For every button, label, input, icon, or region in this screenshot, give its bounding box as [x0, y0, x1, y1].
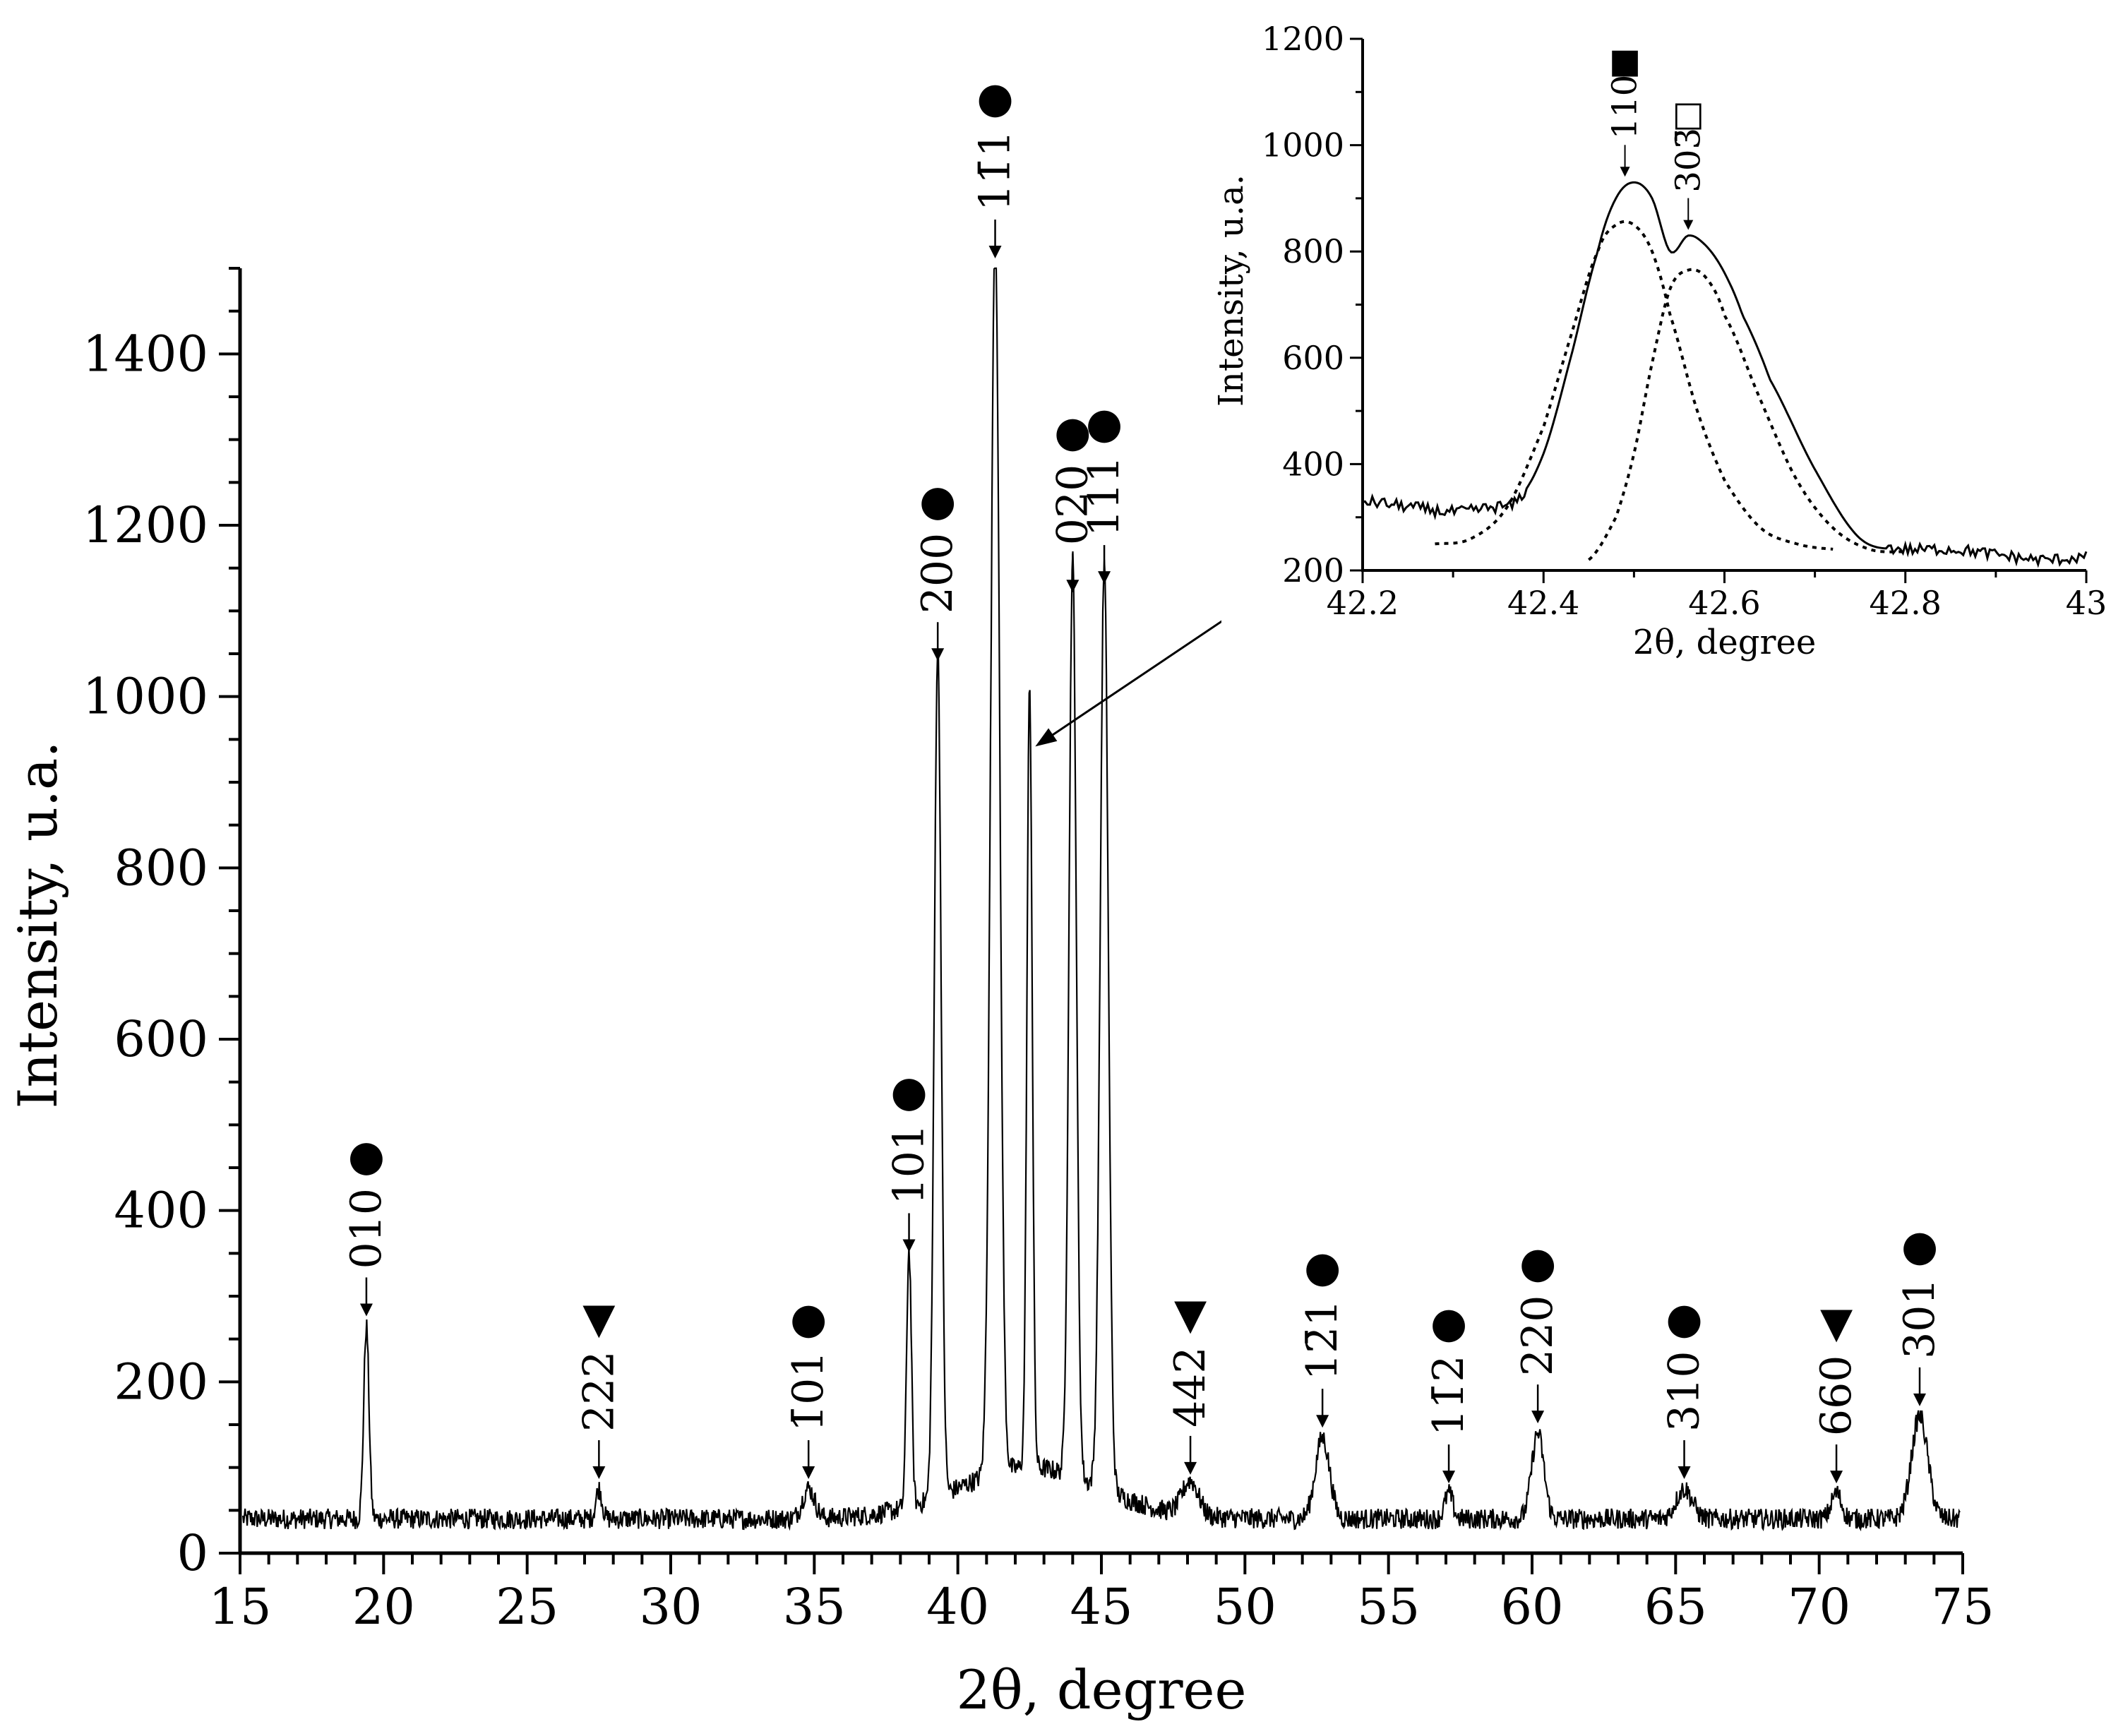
- phase-marker: ▼: [1174, 1290, 1207, 1339]
- phase-marker: ●: [1519, 1238, 1556, 1288]
- peak-arrow-head: [1913, 1393, 1926, 1406]
- inset-x-tick-label: 42.6: [1688, 584, 1760, 622]
- phase-marker: ●: [790, 1294, 827, 1343]
- y-tick-label: 1400: [83, 325, 208, 383]
- peak-label: 220: [1513, 1295, 1562, 1377]
- y-tick-label: 200: [114, 1353, 208, 1411]
- peak-label: 310: [1660, 1351, 1709, 1432]
- y-tick-label: 0: [177, 1524, 208, 1582]
- x-tick-label: 55: [1357, 1578, 1420, 1636]
- peak-arrow-head: [1531, 1411, 1545, 1424]
- y-tick-label: 600: [114, 1010, 208, 1068]
- inset-fitted-component-curve: [1588, 268, 1906, 561]
- x-tick-label: 40: [926, 1578, 989, 1636]
- peak-label: 1̄01: [784, 1351, 833, 1432]
- peak-arrow-head: [592, 1466, 606, 1479]
- peak-label: 200: [913, 533, 962, 614]
- callout-arrow-head: [1035, 728, 1058, 747]
- peak-label: 660: [1812, 1355, 1861, 1437]
- inset-peak-label: 110: [1605, 75, 1645, 140]
- inset-peak-arrow-head: [1683, 220, 1694, 230]
- x-tick-label: 45: [1070, 1578, 1132, 1636]
- phase-marker: ●: [1430, 1298, 1467, 1348]
- phase-marker: ●: [976, 73, 1013, 123]
- x-tick-label: 30: [639, 1578, 702, 1636]
- inset-x-tick-label: 43: [2066, 584, 2107, 622]
- inset-y-tick-label: 1200: [1262, 20, 1344, 58]
- phase-marker: ●: [1086, 399, 1123, 448]
- phase-marker: ●: [1901, 1221, 1938, 1271]
- peak-label: 442: [1166, 1346, 1215, 1427]
- peak-arrow-head: [359, 1303, 373, 1317]
- xrd-pattern-line: [242, 267, 1961, 1532]
- phase-marker: ●: [1666, 1294, 1702, 1343]
- phase-marker: ▼: [1820, 1298, 1853, 1348]
- y-tick-label: 1000: [83, 668, 208, 726]
- x-tick-label: 50: [1214, 1578, 1276, 1636]
- y-tick-label: 800: [114, 839, 208, 897]
- inset-peak-arrow-head: [1620, 167, 1630, 177]
- phase-marker: ●: [1304, 1243, 1341, 1292]
- inset-peak-label: 303̄: [1668, 128, 1708, 193]
- peak-arrow-head: [1316, 1415, 1329, 1428]
- inset-y-tick-label: 1000: [1262, 126, 1344, 164]
- peak-arrow-head: [931, 648, 945, 662]
- x-tick-label: 70: [1788, 1578, 1850, 1636]
- x-tick-label: 65: [1644, 1578, 1707, 1636]
- peak-arrow-head: [1098, 571, 1111, 585]
- x-axis-title: 2θ, degree: [957, 1658, 1247, 1721]
- peak-arrow-head: [1830, 1471, 1843, 1484]
- inset-x-tick-label: 42.2: [1327, 584, 1399, 622]
- phase-marker: ●: [1054, 407, 1091, 457]
- x-tick-label: 60: [1500, 1578, 1563, 1636]
- inset-y-tick-label: 200: [1282, 551, 1344, 589]
- inset-measured-curve: [1362, 181, 2088, 568]
- peak-label: 11̄1: [971, 130, 1020, 211]
- peak-arrow-head: [802, 1466, 815, 1479]
- peak-label: 301: [1895, 1278, 1944, 1359]
- peak-label: 010: [342, 1188, 391, 1269]
- peak-arrow-head: [902, 1239, 916, 1252]
- inset-xrd-chart: 42.2 42.4 42.6 42.8 43 200 400 600 800 1000 1200 2θ…: [1212, 11, 2107, 669]
- inset-background: [1221, 11, 2107, 669]
- inset-y-tick-label: 800: [1282, 232, 1344, 270]
- peak-label: 12̄1: [1298, 1300, 1347, 1381]
- y-axis-title: Intensity, u.a.: [6, 741, 69, 1108]
- x-tick-label: 20: [352, 1578, 415, 1636]
- peak-arrow-head: [1442, 1471, 1456, 1484]
- inset-x-tick-label: 42.4: [1507, 584, 1579, 622]
- inset-phase-marker: □: [1673, 95, 1704, 134]
- inset-phase-marker: ■: [1609, 41, 1641, 80]
- peak-arrow-head: [1184, 1461, 1197, 1475]
- inset-x-tick-label: 42.8: [1870, 584, 1942, 622]
- inset-y-tick-label: 600: [1282, 339, 1344, 377]
- peak-arrow-head: [1066, 580, 1080, 593]
- peak-label: 222: [574, 1351, 623, 1432]
- peak-label: 101: [885, 1124, 934, 1205]
- phase-marker: ●: [348, 1131, 385, 1180]
- inset-y-axis-title: Intensity, u.a.: [1212, 174, 1251, 407]
- inset-fitted-component-curve: [1435, 220, 1834, 551]
- peak-arrow-head: [988, 246, 1002, 258]
- x-tick-label: 25: [496, 1578, 558, 1636]
- x-tick-label: 35: [783, 1578, 846, 1636]
- peak-label: 020: [1048, 465, 1097, 546]
- peak-label: 11̄2: [1424, 1355, 1473, 1437]
- phase-marker: ●: [890, 1067, 927, 1116]
- main-xrd-chart: 15 20 25 30 35 40 45 50 55 60 65 70 7502004006008001…: [6, 73, 1995, 1721]
- y-tick-label: 1200: [83, 496, 208, 554]
- inset-x-axis-title: 2θ, degree: [1633, 623, 1817, 662]
- phase-marker: ▼: [582, 1294, 615, 1343]
- inset-y-tick-label: 400: [1282, 445, 1344, 483]
- y-tick-label: 400: [114, 1182, 208, 1240]
- x-tick-label: 15: [208, 1578, 271, 1636]
- x-tick-label: 75: [1931, 1578, 1994, 1636]
- phase-marker: ●: [919, 476, 956, 525]
- peak-arrow-head: [1678, 1466, 1691, 1479]
- peak-label: 111: [1080, 456, 1129, 537]
